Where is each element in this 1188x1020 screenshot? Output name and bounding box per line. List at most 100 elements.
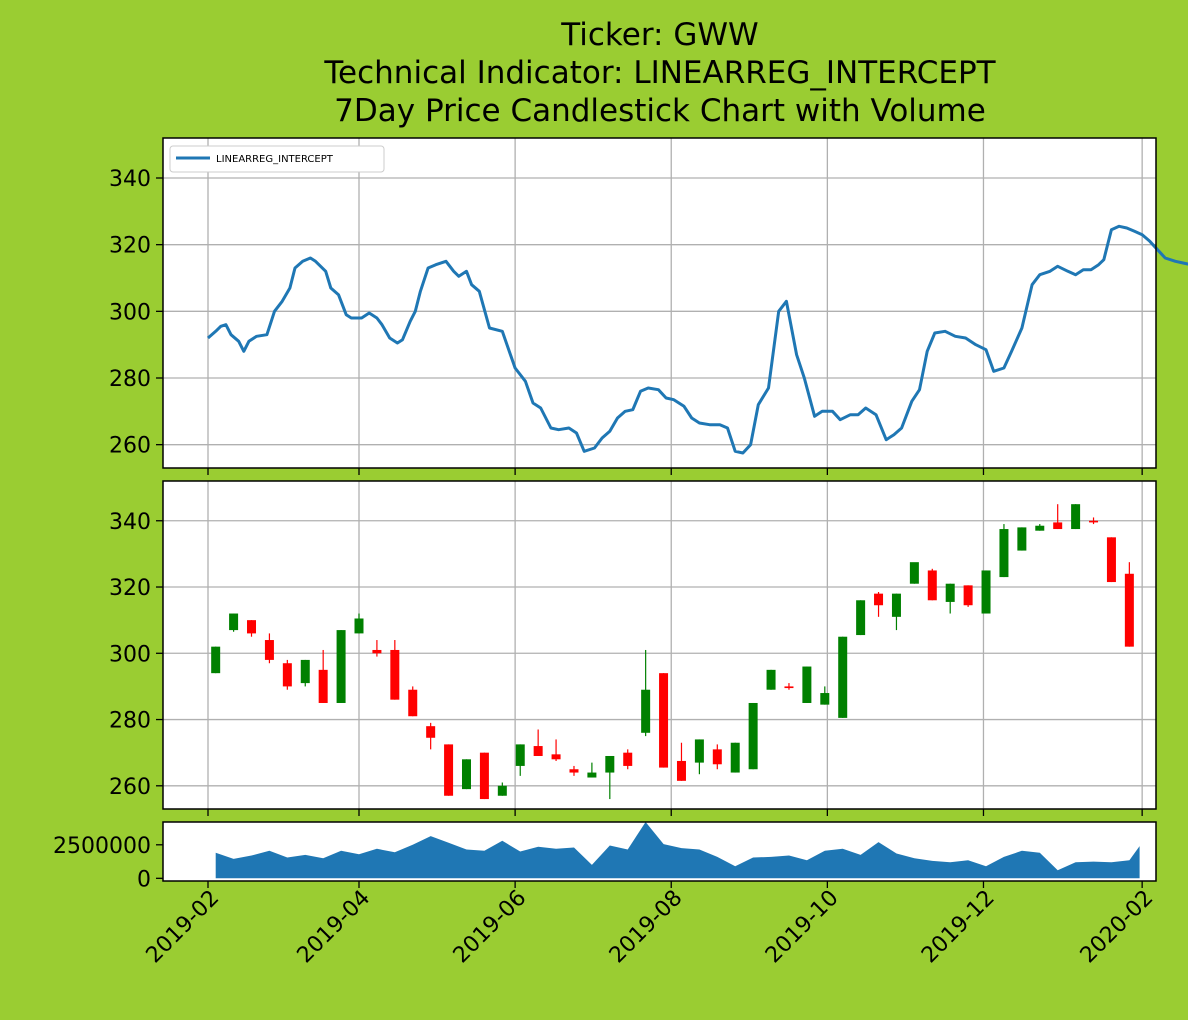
candlestick <box>390 640 400 700</box>
candle-body <box>461 759 471 790</box>
candle-body <box>479 752 489 800</box>
candle-body <box>515 744 525 766</box>
candle-body <box>354 618 364 634</box>
candlestick <box>247 620 257 637</box>
price-panel: 260 280 300 320 340 <box>109 480 1157 816</box>
candlestick <box>229 613 239 632</box>
candle-body <box>1035 525 1045 531</box>
indicator-grid <box>163 138 1156 468</box>
x-tick-label: 2019-04 <box>293 886 376 969</box>
indicator-y-tick-label: 340 <box>109 167 151 192</box>
price-y-tick-label: 300 <box>109 642 151 667</box>
volume-y-tick-label: 2500000 <box>53 834 151 859</box>
candle-body <box>300 659 310 684</box>
x-tick-label: 2019-12 <box>917 886 1000 969</box>
candle-body <box>569 769 579 773</box>
volume-area <box>215 822 1140 879</box>
candle-body <box>730 742 740 773</box>
candlestick <box>408 686 418 717</box>
candlestick <box>874 591 884 617</box>
candle-body <box>211 646 221 674</box>
price-y-tick-label: 260 <box>109 775 151 800</box>
candle-body <box>408 689 418 717</box>
candle-body <box>247 620 257 634</box>
indicator-line <box>207 224 1188 455</box>
candlestick <box>856 600 866 636</box>
candlestick <box>820 686 830 705</box>
candlestick <box>963 585 973 607</box>
candlestick <box>1017 527 1027 551</box>
x-tick-label: 2019-06 <box>449 886 532 969</box>
indicator-x-ticks <box>207 468 1143 475</box>
indicator-frame <box>162 137 1157 469</box>
candle-body <box>1071 504 1081 530</box>
candle-body <box>623 752 633 766</box>
candlestick <box>999 524 1009 578</box>
candle-body <box>1089 520 1099 523</box>
price-frame <box>162 480 1157 810</box>
candlestick <box>784 683 794 690</box>
indicator-y-tick-label: 260 <box>109 434 151 459</box>
candlestick <box>605 755 615 800</box>
candle-body <box>712 749 722 765</box>
candlestick <box>569 765 579 776</box>
candlestick <box>282 659 292 690</box>
candlestick <box>659 673 669 768</box>
candlestick <box>909 562 919 584</box>
candle-body <box>1124 573 1134 647</box>
candle-body <box>909 562 919 584</box>
candle-body <box>891 593 901 617</box>
candle-body <box>282 663 292 687</box>
candlestick <box>264 633 274 664</box>
candle-body <box>641 689 651 733</box>
candlestick <box>336 630 346 703</box>
candle-body <box>784 686 794 689</box>
candlestick <box>927 568 937 601</box>
indicator-series <box>207 224 1188 455</box>
volume-y-tick-label: 0 <box>137 867 151 892</box>
candlestick <box>1106 537 1116 583</box>
candle-body <box>981 570 991 614</box>
candlestick <box>730 742 740 773</box>
candlestick <box>444 744 454 796</box>
title-line-description: 7Day Price Candlestick Chart with Volume <box>334 93 986 129</box>
volume-frame <box>162 821 1157 882</box>
x-tick-label: 2019-02 <box>142 886 225 969</box>
candlestick <box>712 744 722 770</box>
volume-y-axis: 0 2500000 <box>53 834 163 892</box>
candlestick <box>533 729 543 756</box>
candle-body <box>802 666 812 703</box>
indicator-y-axis: 260 280 300 320 340 <box>109 167 163 459</box>
candlestick <box>1071 504 1081 530</box>
candle-body <box>927 570 937 601</box>
candlestick <box>426 722 436 750</box>
indicator-y-tick-label: 300 <box>109 300 151 325</box>
x-tick-label: 2019-10 <box>761 886 844 969</box>
price-y-tick-label: 280 <box>109 709 151 734</box>
candle-body <box>1053 522 1063 530</box>
candle-body <box>551 754 561 760</box>
candlestick <box>461 759 471 790</box>
legend-box <box>169 145 385 173</box>
candlestick <box>1053 504 1063 530</box>
candle-body <box>264 640 274 660</box>
candlestick <box>802 666 812 703</box>
candle-body <box>318 669 328 703</box>
candle-body <box>963 585 973 606</box>
candle-body <box>748 702 758 770</box>
candle-body <box>1106 537 1116 583</box>
candle-body <box>676 760 686 781</box>
volume-series <box>215 822 1140 879</box>
candle-body <box>336 630 346 703</box>
candle-body <box>444 744 454 796</box>
candlestick <box>497 782 507 796</box>
candlestick <box>748 702 758 770</box>
candlestick <box>1035 524 1045 531</box>
volume-x-axis: 2019-02 2019-04 2019-06 2019-08 2019-10 2019-… <box>142 881 1158 969</box>
price-y-tick-label: 340 <box>109 510 151 535</box>
candle-body <box>945 583 955 602</box>
candle-body <box>999 529 1009 578</box>
candlestick <box>945 583 955 614</box>
candle-body <box>426 726 436 738</box>
